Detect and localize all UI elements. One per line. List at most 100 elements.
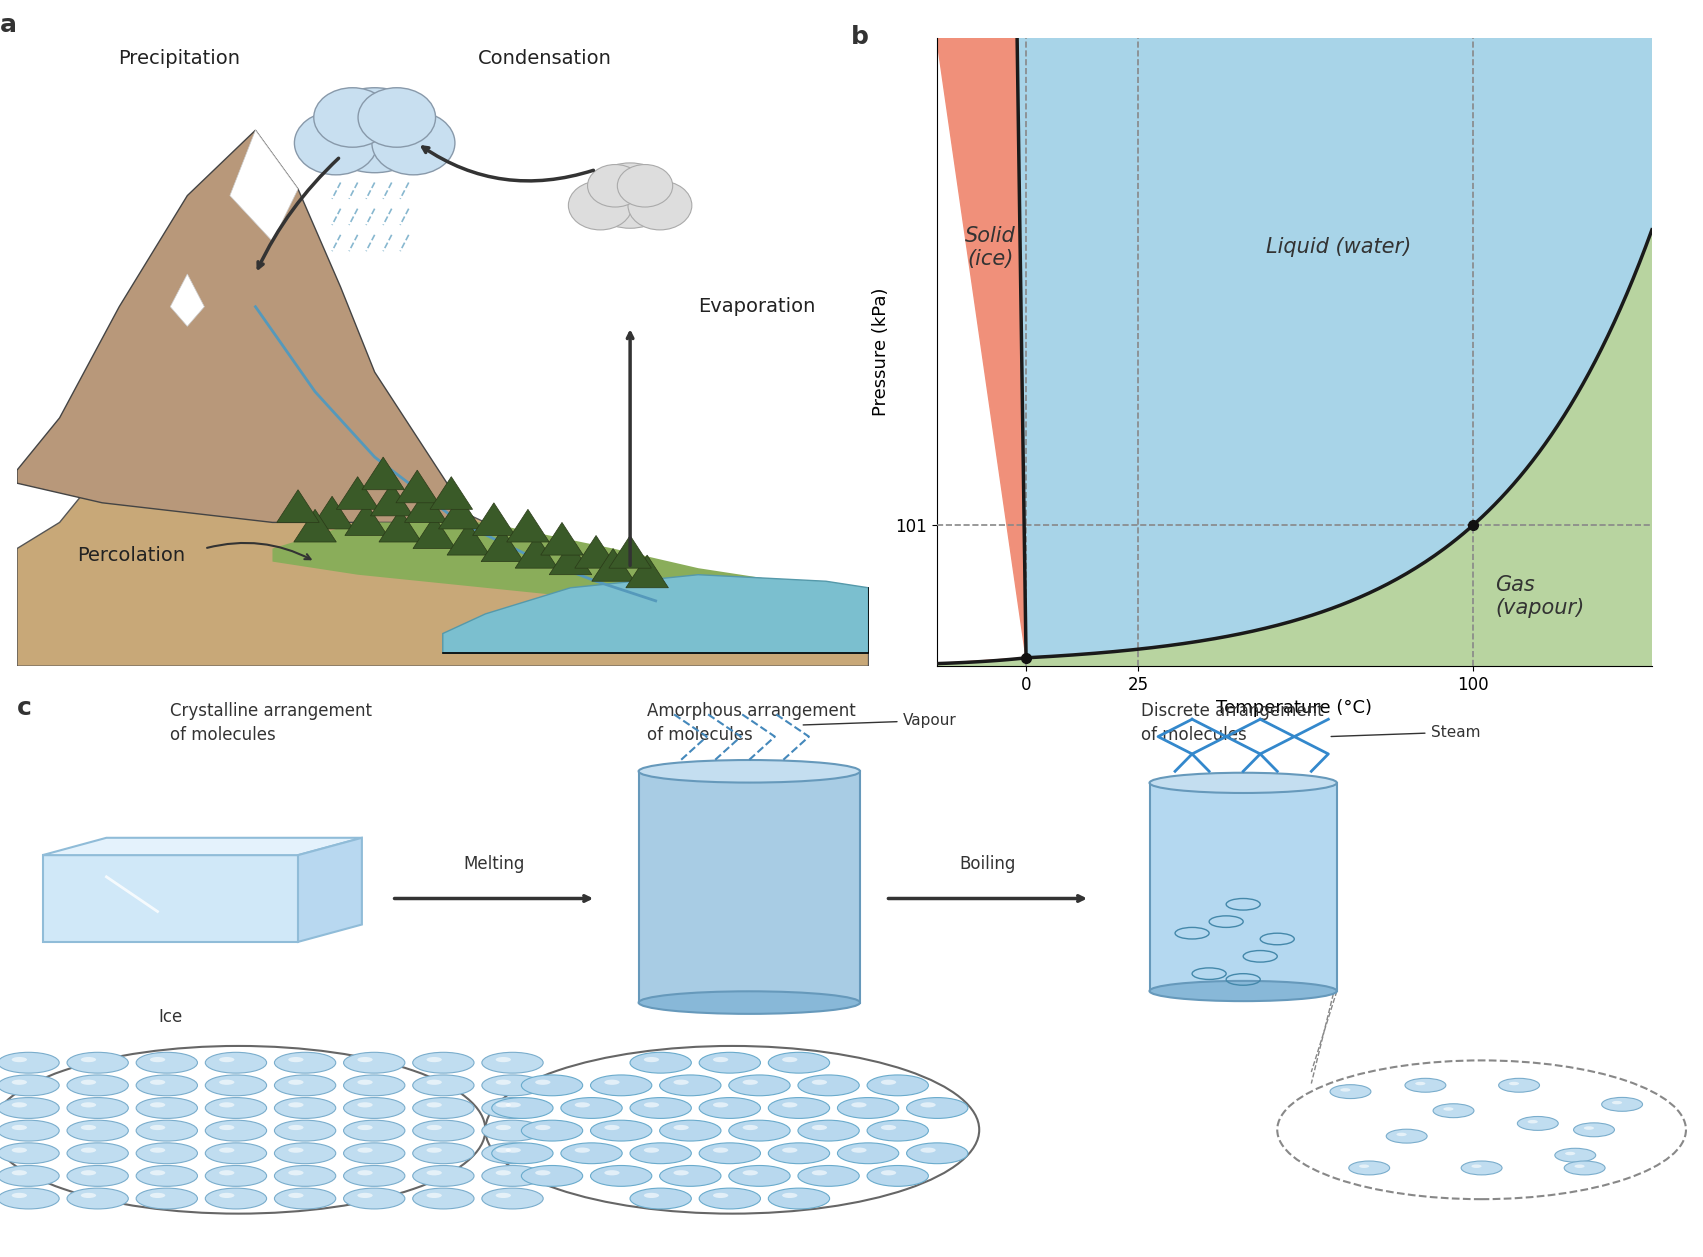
Circle shape	[644, 1148, 659, 1153]
Circle shape	[412, 1188, 473, 1209]
Circle shape	[206, 1143, 267, 1164]
Circle shape	[0, 1046, 485, 1214]
Circle shape	[0, 1143, 60, 1164]
Circle shape	[426, 1193, 441, 1198]
Circle shape	[492, 1097, 553, 1119]
Text: Solid
(ice): Solid (ice)	[966, 225, 1015, 269]
Circle shape	[782, 1193, 797, 1198]
Circle shape	[838, 1143, 899, 1164]
Circle shape	[799, 1075, 860, 1096]
Polygon shape	[272, 523, 869, 613]
Circle shape	[426, 1102, 441, 1107]
Polygon shape	[429, 476, 472, 509]
Circle shape	[714, 1148, 729, 1153]
Circle shape	[782, 1148, 797, 1153]
Circle shape	[560, 1097, 622, 1119]
Text: Precipitation: Precipitation	[118, 49, 240, 68]
Circle shape	[782, 1102, 797, 1107]
Circle shape	[220, 1148, 235, 1153]
Circle shape	[867, 1165, 928, 1187]
Polygon shape	[446, 523, 490, 556]
Circle shape	[426, 1148, 441, 1153]
Circle shape	[344, 1165, 405, 1187]
X-axis label: Temperature (°C): Temperature (°C)	[1216, 699, 1373, 718]
Circle shape	[12, 1148, 27, 1153]
Circle shape	[1611, 1101, 1621, 1105]
Circle shape	[288, 1125, 303, 1130]
Circle shape	[644, 1193, 659, 1198]
Circle shape	[358, 1080, 373, 1085]
Circle shape	[482, 1143, 543, 1164]
Circle shape	[12, 1193, 27, 1198]
Text: Water: Water	[725, 877, 773, 896]
Polygon shape	[378, 509, 422, 542]
Text: Boiling: Boiling	[959, 855, 1017, 872]
Circle shape	[768, 1097, 829, 1119]
Circle shape	[1415, 1082, 1425, 1085]
Circle shape	[412, 1075, 473, 1096]
Circle shape	[1509, 1082, 1519, 1085]
Circle shape	[344, 1052, 405, 1073]
Circle shape	[1603, 1097, 1642, 1111]
Circle shape	[482, 1075, 543, 1096]
Polygon shape	[542, 523, 582, 556]
Circle shape	[1574, 1123, 1614, 1136]
Circle shape	[1517, 1116, 1558, 1130]
Polygon shape	[43, 837, 361, 855]
Text: Discrete arrangement
of molecules: Discrete arrangement of molecules	[1141, 701, 1323, 743]
Polygon shape	[371, 483, 414, 515]
Circle shape	[80, 1102, 95, 1107]
Circle shape	[288, 1102, 303, 1107]
Circle shape	[673, 1125, 688, 1130]
Circle shape	[150, 1193, 165, 1198]
Text: Ice: Ice	[158, 1008, 182, 1027]
Polygon shape	[443, 574, 869, 654]
Circle shape	[482, 1097, 543, 1119]
Circle shape	[136, 1165, 198, 1187]
Circle shape	[295, 111, 378, 175]
Circle shape	[1434, 1104, 1473, 1117]
Circle shape	[344, 1188, 405, 1209]
Circle shape	[1340, 1089, 1350, 1091]
Polygon shape	[439, 497, 482, 529]
Circle shape	[412, 1120, 473, 1141]
Circle shape	[799, 1120, 860, 1141]
Circle shape	[206, 1120, 267, 1141]
Circle shape	[426, 1170, 441, 1175]
Circle shape	[80, 1080, 95, 1085]
Circle shape	[880, 1170, 896, 1175]
Circle shape	[812, 1125, 828, 1130]
Polygon shape	[17, 131, 460, 523]
Circle shape	[136, 1075, 198, 1096]
Polygon shape	[937, 38, 1025, 664]
Circle shape	[344, 1120, 405, 1141]
Circle shape	[496, 1125, 511, 1130]
Circle shape	[66, 1188, 128, 1209]
Circle shape	[206, 1075, 267, 1096]
Circle shape	[630, 1188, 691, 1209]
Circle shape	[700, 1052, 761, 1073]
Circle shape	[920, 1148, 935, 1153]
Circle shape	[482, 1188, 543, 1209]
Circle shape	[318, 88, 429, 172]
Circle shape	[496, 1193, 511, 1198]
Circle shape	[220, 1080, 235, 1085]
Circle shape	[482, 1052, 543, 1073]
Circle shape	[782, 1057, 797, 1062]
Circle shape	[220, 1170, 235, 1175]
Circle shape	[66, 1143, 128, 1164]
Circle shape	[12, 1102, 27, 1107]
Polygon shape	[170, 274, 204, 327]
Circle shape	[80, 1148, 95, 1153]
Circle shape	[344, 1097, 405, 1119]
Circle shape	[0, 1188, 60, 1209]
Circle shape	[274, 1120, 335, 1141]
Circle shape	[136, 1052, 198, 1073]
Circle shape	[496, 1170, 511, 1175]
Circle shape	[743, 1080, 758, 1085]
Circle shape	[12, 1125, 27, 1130]
Circle shape	[150, 1057, 165, 1062]
Circle shape	[1471, 1164, 1482, 1168]
Circle shape	[12, 1170, 27, 1175]
Circle shape	[521, 1120, 582, 1141]
